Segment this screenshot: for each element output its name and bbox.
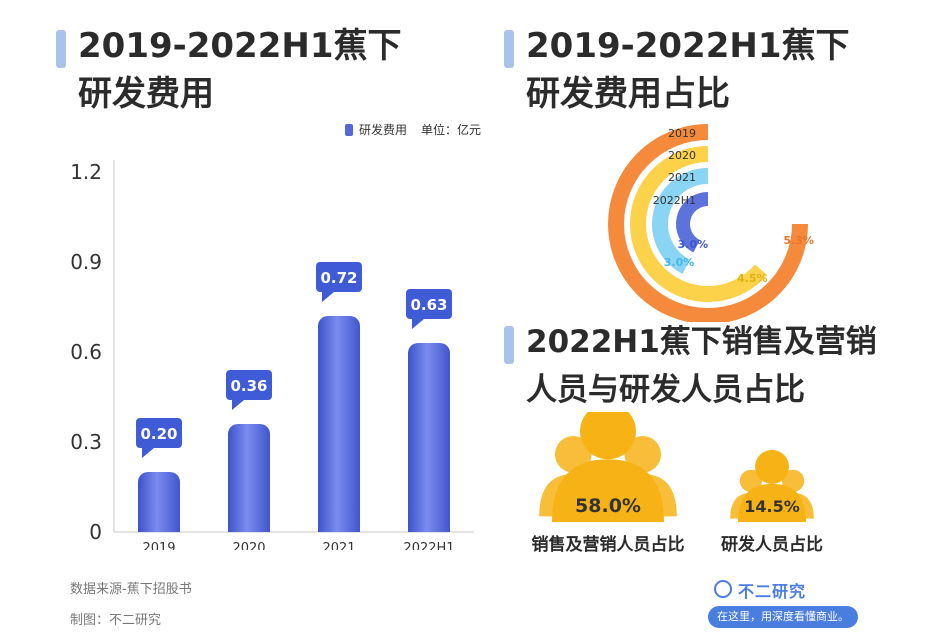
bar-2022H1: [408, 343, 450, 532]
data-label: 0.36: [230, 377, 267, 395]
bar-base: [228, 522, 270, 532]
bar-base: [318, 522, 360, 532]
bar-2019: [138, 472, 180, 532]
person-head-back: [624, 435, 662, 473]
ring-arc-2022H1: [676, 192, 709, 253]
logo-icon: [714, 580, 732, 598]
person-body: [552, 459, 664, 522]
y-tick-label: 0: [89, 520, 102, 544]
title-accent: [504, 30, 514, 68]
ring-year-label: 2020: [668, 149, 696, 162]
bar-chart: 0 0.3 0.6 0.9 1.2 0.20 2019 0.36 2020 0.72 2021 0.6…: [70, 160, 474, 550]
person-head: [580, 412, 636, 460]
x-tick-label: 2019: [142, 541, 175, 550]
person-head: [755, 449, 789, 484]
legend-series-name: 研发费用: [359, 123, 408, 137]
people-chart: 58.0% 销售及营销人员占比 14.5% 研发人员占比: [532, 412, 823, 555]
ring-year-label: 2021: [668, 171, 696, 184]
people-chart-title-line1: 2022H1蕉下销售及营销: [526, 324, 877, 360]
person-head-back: [781, 469, 805, 493]
data-label-pointer: [412, 319, 424, 329]
data-label-bubble: [136, 418, 182, 448]
logo-name: 不二研究: [738, 582, 807, 601]
ring-value-label: 3.0%: [678, 238, 709, 251]
ring-chart-title-line1: 2019-2022H1蕉下: [526, 26, 850, 66]
bar-2020: [228, 424, 270, 532]
title-accent: [56, 30, 66, 68]
x-tick-label: 2020: [232, 541, 265, 550]
y-tick-label: 0.6: [70, 340, 102, 364]
ring-year-label: 2022H1: [653, 194, 696, 207]
people-value: 58.0%: [575, 495, 641, 517]
x-tick-label: 2021: [322, 541, 355, 550]
people-label: 研发人员占比: [721, 534, 823, 555]
data-label-bubble: [406, 289, 452, 319]
chart-maker: 制图：不二研究: [70, 613, 162, 628]
data-label-pointer: [232, 400, 244, 410]
y-tick-label: 0.3: [70, 430, 102, 454]
ring-chart: 2019 5.3% 2020 4.5% 2021 3.0% 2022H1 3.0%: [608, 124, 814, 322]
ring-value-label: 3.0%: [664, 256, 695, 269]
y-tick-label: 1.2: [70, 160, 102, 184]
people-icon: [539, 412, 677, 522]
y-tick-label: 0.9: [70, 250, 102, 274]
bar-chart-title-line2: 研发费用: [78, 74, 214, 114]
people-value: 14.5%: [744, 497, 800, 516]
ring-year-label: 2019: [668, 127, 696, 140]
logo-slogan: 在这里，用深度看懂商业。: [708, 606, 858, 628]
person-head-back: [739, 469, 763, 493]
legend-swatch: [345, 123, 353, 136]
data-label: 0.72: [320, 269, 357, 287]
bar-chart-title-line1: 2019-2022H1蕉下: [78, 26, 402, 66]
ring-chart-title-line2: 研发费用占比: [526, 74, 730, 114]
people-label: 销售及营销人员占比: [532, 534, 685, 555]
people-chart-title-line2: 人员与研发人员占比: [526, 372, 805, 408]
data-label: 0.20: [140, 425, 177, 443]
ring-arc-2021: [652, 168, 709, 274]
person-head-back: [554, 435, 592, 473]
data-label: 0.63: [410, 296, 447, 314]
data-label-bubble: [226, 370, 272, 400]
data-label-bubble: [316, 262, 362, 292]
data-label-pointer: [142, 448, 154, 458]
ring-arc-2019: [608, 124, 808, 322]
bar-2021: [318, 316, 360, 532]
ring-arc-2020: [630, 146, 768, 302]
person-body: [738, 483, 806, 522]
ring-value-label: 4.5%: [737, 272, 768, 285]
title-accent: [504, 326, 514, 364]
bar-base: [138, 522, 180, 532]
people-icon: [730, 449, 814, 522]
bar-base: [408, 522, 450, 532]
x-tick-label: 2022H1: [403, 541, 454, 550]
legend-unit: 单位：亿元: [421, 123, 482, 137]
bar-chart-legend: 研发费用 单位：亿元: [345, 121, 481, 138]
data-source: 数据来源-蕉下招股书: [70, 582, 192, 597]
brand-logo: 不二研究 在这里，用深度看懂商业。: [708, 578, 860, 630]
ring-value-label: 5.3%: [783, 234, 814, 247]
data-label-pointer: [322, 292, 334, 302]
